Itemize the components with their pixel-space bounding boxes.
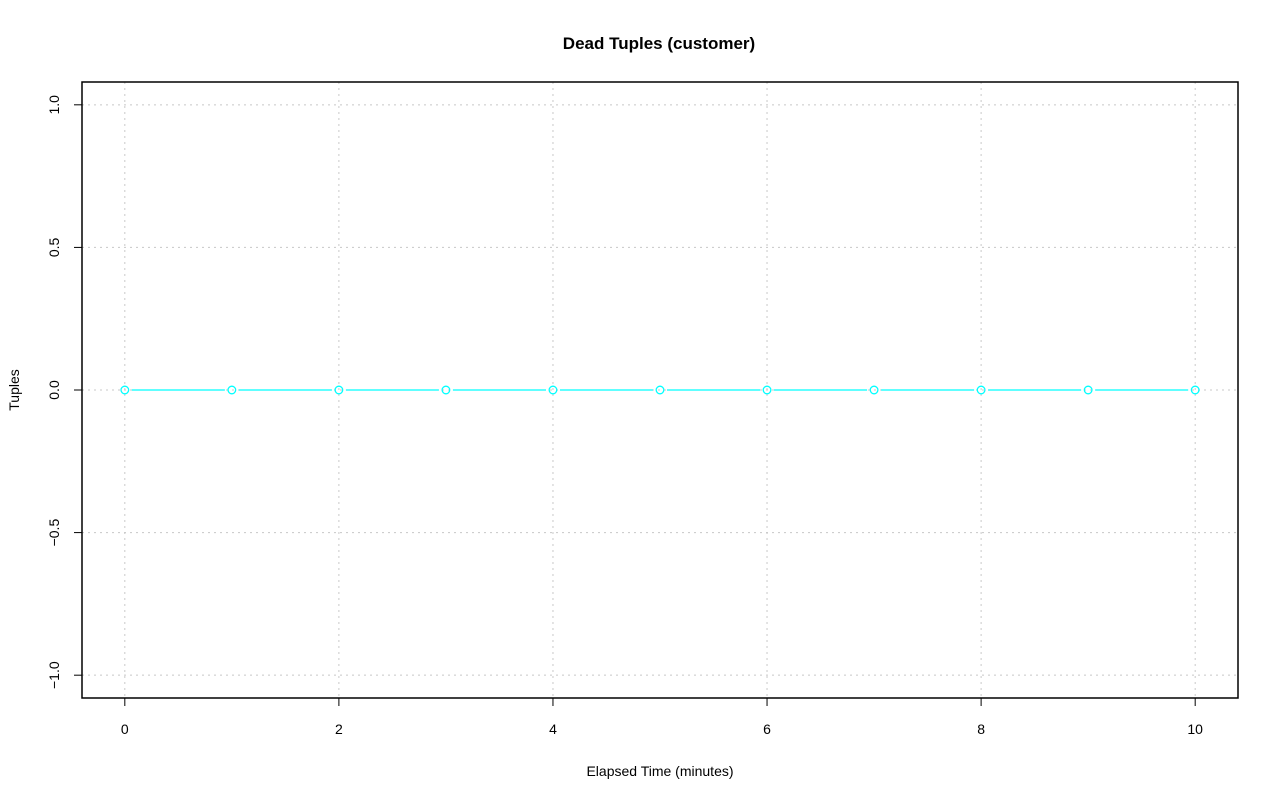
x-tick-label: 2 (335, 721, 343, 737)
y-tick-label: −0.5 (46, 519, 62, 547)
data-point (441, 385, 451, 395)
data-point (1190, 385, 1200, 395)
x-tick-label: 6 (763, 721, 771, 737)
data-point (334, 385, 344, 395)
data-point (976, 385, 986, 395)
data-point (120, 385, 130, 395)
y-tick-label: 0.0 (46, 380, 62, 400)
x-axis-label: Elapsed Time (minutes) (586, 763, 733, 779)
data-point (1083, 385, 1093, 395)
x-tick-label: 0 (121, 721, 129, 737)
chart-title: Dead Tuples (customer) (563, 34, 755, 53)
series (120, 385, 1200, 395)
data-point (869, 385, 879, 395)
y-axis-label: Tuples (6, 369, 22, 411)
x-tick-label: 10 (1187, 721, 1203, 737)
y-tick-label: 0.5 (46, 237, 62, 257)
y-tick-label: 1.0 (46, 95, 62, 115)
y-tick-label: −1.0 (46, 661, 62, 689)
x-tick-label: 4 (549, 721, 557, 737)
x-tick-label: 8 (977, 721, 985, 737)
data-point (548, 385, 558, 395)
data-point (655, 385, 665, 395)
x-axis: 0 2 4 6 8 10 (121, 698, 1203, 737)
y-axis: −1.0 −0.5 0.0 0.5 1.0 (46, 95, 82, 689)
data-point (227, 385, 237, 395)
data-point (762, 385, 772, 395)
